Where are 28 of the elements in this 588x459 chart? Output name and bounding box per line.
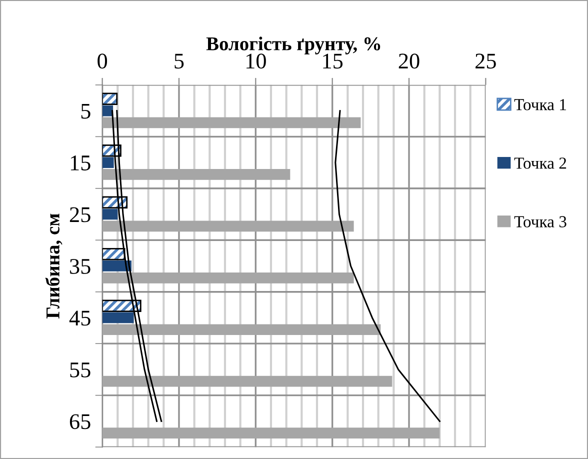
x-tick-label: 10 (246, 54, 266, 69)
legend-label: Точка 2 (514, 158, 566, 169)
x-tick-label: 15 (323, 54, 343, 69)
y-tick-label: 35 (70, 258, 90, 274)
bar (102, 220, 354, 232)
y-tick-label: 15 (70, 156, 90, 170)
x-axis-title: Вологість ґрунту, % (206, 36, 380, 54)
bar (102, 312, 134, 324)
bar (102, 428, 440, 439)
y-tick-label: 65 (70, 414, 90, 430)
legend-label: Точка 3 (514, 216, 566, 228)
legend-label: Точка 1 (514, 99, 566, 110)
y-tick-label: 25 (70, 207, 90, 222)
bar (102, 168, 290, 180)
x-tick-label: 0 (98, 54, 108, 69)
bar (102, 157, 114, 168)
bar (102, 117, 361, 128)
y-tick-label: 55 (70, 362, 90, 378)
y-tick-label: 45 (69, 310, 90, 326)
x-tick-label: 20 (398, 54, 420, 69)
bar (102, 376, 392, 387)
x-tick-label: 5 (174, 54, 184, 69)
y-axis-title: Глибина, см (45, 214, 62, 319)
y-tick-label: 5 (81, 104, 90, 119)
bar (102, 272, 354, 284)
bar (102, 324, 381, 336)
bar (102, 208, 118, 220)
x-tick-label: 25 (476, 54, 496, 69)
